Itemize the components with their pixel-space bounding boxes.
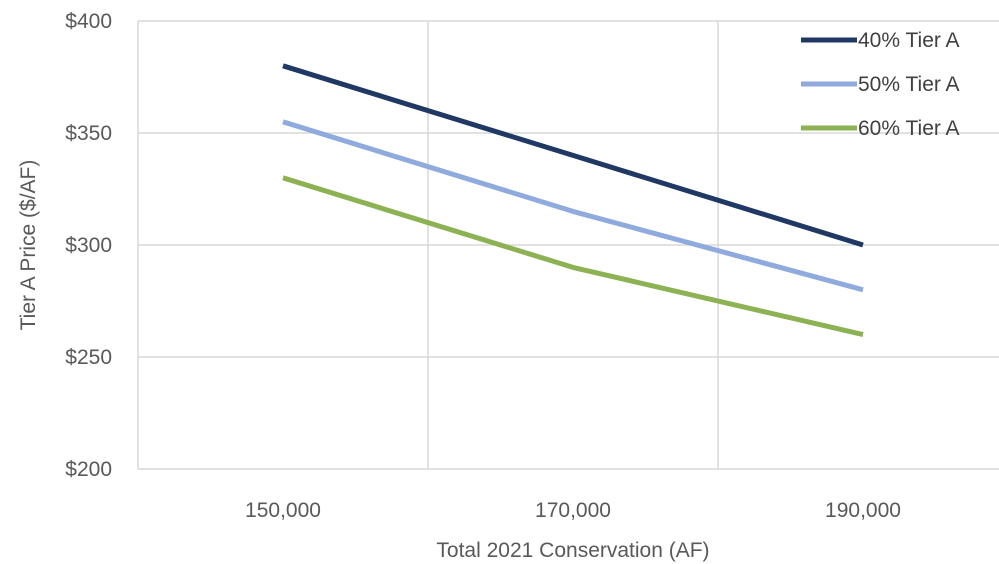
y-axis-title: Tier A Price ($/AF)	[17, 160, 40, 331]
x-tick-label: 170,000	[535, 499, 611, 522]
legend-label-2: 50% Tier A	[858, 73, 960, 96]
series-layer	[282, 63, 864, 338]
legend: 40% Tier A 50% Tier A 60% Tier A	[801, 29, 960, 140]
x-axis-title: Total 2021 Conservation (AF)	[436, 539, 709, 562]
x-tick-label: 150,000	[245, 499, 321, 522]
grid-layer	[137, 20, 999, 470]
series-line-1	[282, 63, 864, 248]
legend-label-1: 40% Tier A	[858, 29, 960, 52]
y-tick-label: $300	[65, 234, 112, 257]
series-line-2	[282, 119, 864, 293]
legend-label-3: 60% Tier A	[858, 117, 960, 140]
y-tick-label: $350	[65, 122, 112, 145]
x-tick-label: 190,000	[825, 499, 901, 522]
axis-layer: $200 $250 $300 $350 $400 150,000 170,000 190,00…	[65, 10, 901, 522]
y-tick-label: $400	[65, 10, 112, 33]
y-tick-label: $250	[65, 346, 112, 369]
series-line-3	[282, 175, 864, 338]
y-tick-label: $200	[65, 458, 112, 481]
